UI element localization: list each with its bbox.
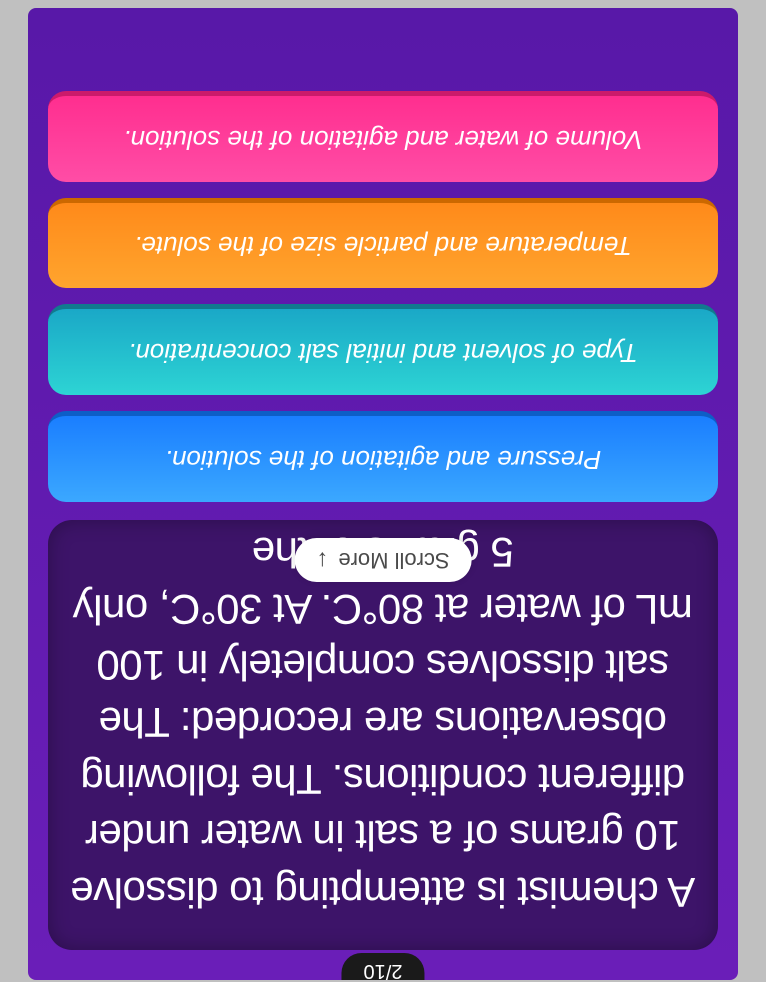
answer-label: Temperature and particle size of the sol… xyxy=(134,231,632,261)
question-text: A chemist is attempting to dissolve 10 g… xyxy=(68,523,698,920)
answer-option-a[interactable]: Pressure and agitation of the solution. xyxy=(48,411,718,502)
answer-option-c[interactable]: Temperature and particle size of the sol… xyxy=(48,198,718,289)
answers-list: Pressure and agitation of the solution. … xyxy=(48,91,718,502)
progress-indicator: 2/10 xyxy=(342,953,425,980)
arrow-down-icon: ↓ xyxy=(316,546,328,574)
answer-label: Type of solvent and initial salt concent… xyxy=(128,338,638,368)
question-card[interactable]: A chemist is attempting to dissolve 10 g… xyxy=(48,520,718,950)
progress-text: 2/10 xyxy=(364,960,403,980)
scroll-more-pill[interactable]: Scroll More ↓ xyxy=(294,538,471,582)
scroll-more-label: Scroll More xyxy=(338,547,449,573)
answer-label: Volume of water and agitation of the sol… xyxy=(123,125,642,155)
answer-label: Pressure and agitation of the solution. xyxy=(165,445,602,475)
quiz-screen: 2/10 A chemist is attempting to dissolve… xyxy=(28,8,738,980)
answer-option-d[interactable]: Volume of water and agitation of the sol… xyxy=(48,91,718,182)
answer-option-b[interactable]: Type of solvent and initial salt concent… xyxy=(48,304,718,395)
